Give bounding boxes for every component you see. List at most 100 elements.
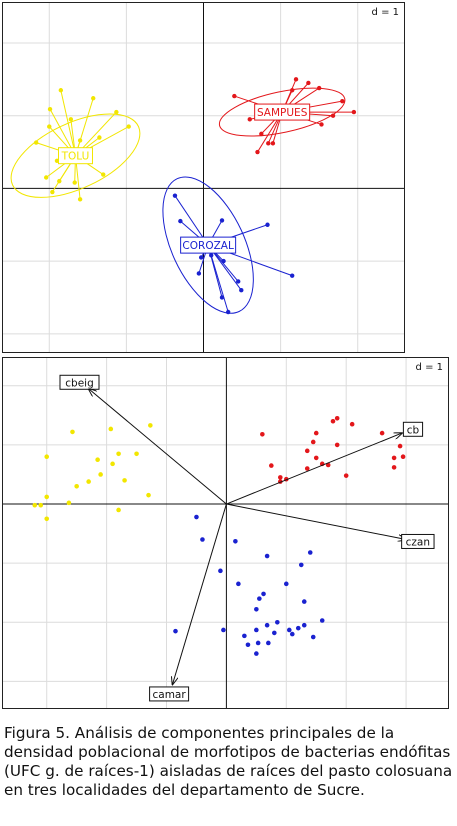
data-point: [198, 255, 204, 260]
data-point: [289, 273, 295, 278]
data-point: [173, 628, 178, 634]
data-point: [110, 461, 115, 467]
scale-label: d = 1: [416, 362, 443, 373]
data-point: [239, 287, 244, 293]
data-point: [257, 596, 262, 601]
data-point: [343, 473, 349, 478]
data-point: [261, 591, 266, 597]
data-point: [313, 455, 319, 461]
data-point: [95, 457, 100, 462]
data-point: [397, 443, 403, 449]
vector-arrow: [226, 433, 401, 505]
class-ellipse: [162, 176, 254, 314]
data-point: [319, 618, 325, 623]
data-point: [172, 193, 178, 198]
data-point: [307, 550, 313, 555]
data-point: [330, 418, 336, 424]
data-point: [44, 516, 50, 522]
data-point: [200, 537, 205, 542]
data-point: [57, 178, 62, 184]
data-point: [134, 451, 139, 457]
data-point: [33, 140, 39, 145]
data-point: [122, 478, 127, 483]
data-point: [242, 633, 247, 639]
data-point: [225, 309, 231, 315]
data-point: [391, 465, 397, 470]
data-point: [44, 494, 50, 500]
data-point: [304, 448, 310, 454]
data-point: [221, 258, 226, 264]
data-point: [194, 514, 199, 520]
data-point: [400, 454, 406, 460]
data-point: [264, 622, 270, 628]
data-point: [116, 507, 121, 513]
data-point: [289, 88, 295, 93]
data-point: [148, 423, 153, 428]
data-point: [236, 581, 241, 587]
data-point: [114, 109, 119, 115]
data-point: [32, 502, 38, 508]
vector-czan: czan: [226, 503, 435, 549]
data-point: [209, 253, 214, 258]
data-point: [178, 218, 183, 224]
data-point: [334, 442, 340, 448]
scale-label-box: [364, 3, 404, 19]
data-point: [340, 98, 345, 104]
vector-cb: cb: [226, 421, 424, 505]
data-point: [47, 124, 52, 129]
class-ellipse: [218, 87, 346, 137]
data-point: [306, 80, 311, 86]
data-point: [254, 627, 259, 633]
data-point: [254, 606, 259, 612]
data-point: [270, 141, 276, 146]
data-point: [236, 279, 241, 284]
data-point: [254, 651, 259, 656]
data-point: [286, 627, 292, 633]
data-point: [108, 426, 114, 432]
data-point: [47, 106, 53, 112]
data-point: [298, 562, 304, 568]
scale-label-box: [408, 358, 448, 374]
data-point: [391, 455, 397, 461]
scale-label: d = 1: [372, 7, 399, 18]
vector-label: cbeig: [65, 377, 93, 389]
data-point: [266, 640, 271, 646]
group-label: COROZAL: [182, 240, 234, 252]
data-point: [77, 197, 83, 202]
data-point: [74, 483, 79, 489]
data-point: [98, 472, 103, 477]
data-point: [260, 431, 265, 437]
data-point: [265, 222, 270, 227]
data-point: [313, 430, 319, 436]
data-point: [232, 93, 237, 99]
group-label: TOLU: [61, 151, 90, 163]
data-point: [219, 218, 225, 223]
data-point: [301, 599, 307, 604]
group-sampues: SAMPUES: [218, 77, 357, 155]
data-point: [310, 634, 316, 640]
data-point: [43, 175, 49, 180]
data-point: [283, 581, 289, 587]
data-point: [269, 463, 274, 468]
data-point: [77, 138, 83, 143]
class-ellipse: [10, 113, 141, 198]
vector-label-box: [401, 533, 435, 549]
data-point: [379, 430, 385, 436]
data-point: [272, 630, 277, 636]
data-point: [72, 180, 77, 185]
data-point: [68, 117, 74, 122]
data-point: [255, 149, 260, 155]
data-point: [146, 492, 151, 498]
data-point: [275, 619, 280, 625]
data-point: [334, 416, 340, 421]
vector-label: camar: [153, 689, 187, 701]
data-point: [44, 454, 50, 460]
data-point: [301, 622, 307, 628]
biplot: d = 1 cbeig cb czan camar: [2, 357, 449, 709]
data-point: [116, 451, 121, 457]
data-point: [266, 141, 271, 146]
data-point: [126, 124, 131, 129]
data-point: [295, 625, 301, 631]
data-point: [38, 502, 44, 508]
vector-label-box: [59, 374, 100, 390]
